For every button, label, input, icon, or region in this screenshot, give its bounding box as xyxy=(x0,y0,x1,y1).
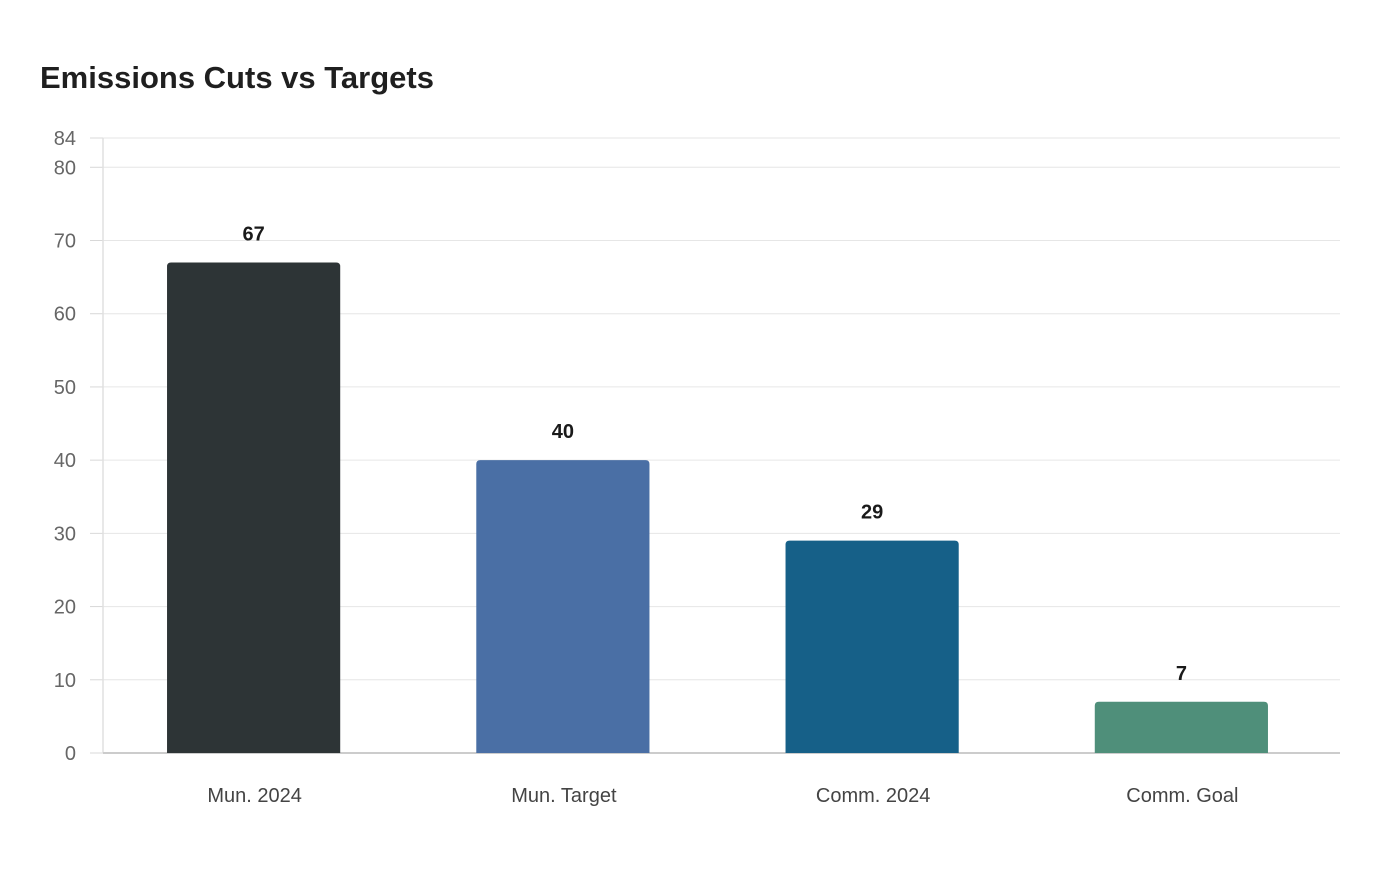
bars xyxy=(167,262,1268,753)
y-tick-label: 0 xyxy=(65,743,76,765)
y-tick-label: 70 xyxy=(54,231,76,253)
bar xyxy=(476,460,650,753)
x-tick-label: Comm. 2024 xyxy=(816,785,931,807)
y-tick-label: 20 xyxy=(54,597,76,619)
labels: 0 10 20 30 40 50 60 70 80 84 67 Mun. 2024 40 Mun. Tar… xyxy=(54,128,1239,807)
y-tick-label: 84 xyxy=(54,128,76,150)
y-tick-label: 30 xyxy=(54,523,76,545)
y-tick-label: 50 xyxy=(54,377,76,399)
y-tick-label: 40 xyxy=(54,450,76,472)
y-tick-label: 10 xyxy=(54,670,76,692)
bar xyxy=(167,262,341,753)
x-tick-label: Mun. Target xyxy=(511,785,617,807)
bar xyxy=(1094,701,1268,753)
bar xyxy=(785,540,959,753)
data-label: 29 xyxy=(861,502,883,524)
chart-title: Emissions Cuts vs Targets xyxy=(40,60,434,95)
x-tick-label: Mun. 2024 xyxy=(207,785,302,807)
y-tick-label: 80 xyxy=(54,157,76,179)
data-label: 67 xyxy=(243,223,265,245)
y-tick-label: 60 xyxy=(54,304,76,326)
x-tick-label: Comm. Goal xyxy=(1126,785,1238,807)
data-label: 7 xyxy=(1176,663,1187,685)
data-label: 40 xyxy=(552,421,574,443)
